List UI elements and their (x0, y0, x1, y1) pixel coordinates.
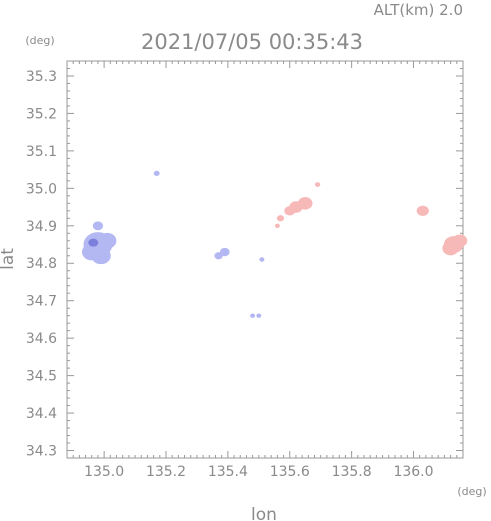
echo-point-pink-3 (276, 215, 285, 222)
y-tick-label: 34.5 (26, 369, 57, 385)
x-tick-label: 135.2 (146, 464, 186, 480)
x-axis-label: lon (251, 505, 277, 521)
y-tick-label: 34.8 (26, 256, 57, 272)
y-tick-label: 35.1 (26, 144, 57, 160)
echo-point-pink-9 (452, 234, 468, 248)
echo-point-pink-5 (314, 182, 321, 187)
echo-point-blue-10 (256, 313, 262, 318)
echo-point-blue-9 (250, 313, 256, 318)
echo-point-blue-4 (92, 221, 104, 231)
x-tick-label: 135.6 (270, 464, 310, 480)
chart-title-timestamp: 2021/07/05 00:35:43 (141, 30, 363, 54)
echo-point-pink-1 (284, 206, 296, 216)
x-tick-label: 136.0 (393, 464, 433, 480)
y-tick-label: 35.2 (26, 106, 57, 122)
echo-point-blue-5 (153, 170, 160, 176)
echo-point-blue-8 (259, 257, 265, 262)
echo-point-blue-2 (91, 247, 111, 265)
tick-group: 135.0 135.2 135.4 135.6 135.8 136.0 34.3 34.4 34… (26, 60, 464, 480)
echo-point-blue-core (88, 238, 99, 247)
plot-frame (66, 60, 464, 459)
y-tick-label: 35.0 (26, 181, 57, 197)
altitude-label: ALT(km) 2.0 (374, 1, 463, 19)
y-axis-label: lat (0, 248, 18, 270)
y-tick-label: 34.7 (26, 294, 57, 310)
x-tick-label: 135.8 (332, 464, 372, 480)
echo-point-blue-7 (219, 247, 230, 257)
x-tick-label: 135.0 (84, 464, 124, 480)
y-tick-label: 34.3 (26, 444, 57, 460)
y-tick-label: 34.9 (26, 219, 57, 235)
y-tick-label: 35.3 (26, 69, 57, 85)
y-tick-label: 34.4 (26, 406, 57, 422)
echo-point-blue-6 (214, 252, 223, 260)
echo-point-pink-2 (297, 197, 313, 210)
x-tick-label: 135.4 (208, 464, 248, 480)
echo-point-pink-4 (274, 223, 280, 228)
echo-point-pink-6 (416, 205, 429, 217)
y-unit-label: (deg) (25, 34, 54, 47)
echo-point-blue-3 (98, 232, 117, 249)
y-tick-label: 34.6 (26, 331, 57, 347)
x-unit-label: (deg) (457, 485, 486, 498)
echo-marks (81, 170, 468, 318)
